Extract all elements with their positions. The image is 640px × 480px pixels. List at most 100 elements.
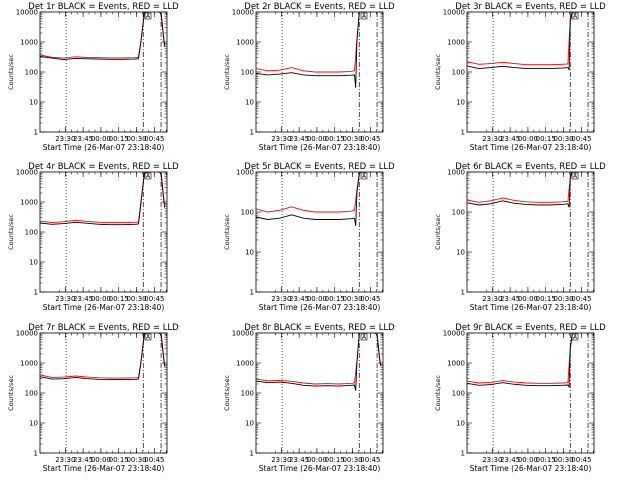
y-axis-label: Counts/sec bbox=[434, 54, 442, 90]
y-tick-label: 10000 bbox=[232, 330, 254, 338]
x-tick-label: 00:45 bbox=[360, 456, 380, 464]
x-tick-label: 23:45 bbox=[289, 295, 309, 303]
panel-title: Det 2r BLACK = Events, RED = LLD bbox=[244, 2, 395, 12]
x-tick-label: 00:15 bbox=[109, 456, 129, 464]
panel-det-2r: Det 2r BLACK = Events, RED = LLD 1 10 100 10… bbox=[223, 2, 395, 152]
flag-box bbox=[571, 172, 579, 180]
y-tick-label: 1000 bbox=[20, 39, 38, 47]
x-tick-label: 00:15 bbox=[536, 295, 556, 303]
x-tick-label: 23:30 bbox=[55, 135, 75, 143]
x-tick-label: 00:30 bbox=[126, 295, 146, 303]
y-tick-label: 1 bbox=[250, 129, 254, 137]
panel-title: Det 5r BLACK = Events, RED = LLD bbox=[244, 162, 395, 172]
panel-title: Det 8r BLACK = Events, RED = LLD bbox=[244, 323, 395, 333]
panel-det-8r: Det 8r BLACK = Events, RED = LLD 1 10 100 10… bbox=[223, 323, 395, 473]
y-tick-label: 10 bbox=[456, 420, 465, 428]
y-tick-label: 1000 bbox=[447, 39, 465, 47]
x-axis-label: Start Time (26-Mar-07 23:18:40) bbox=[259, 303, 381, 312]
x-tick-label: 00:45 bbox=[360, 295, 380, 303]
y-tick-label: 10000 bbox=[16, 9, 38, 17]
x-tick-label: 00:45 bbox=[571, 295, 591, 303]
y-tick-label: 10 bbox=[29, 420, 38, 428]
x-tick-label: 23:30 bbox=[55, 456, 75, 464]
panel-det-5r: Det 5r BLACK = Events, RED = LLD 1 10 100 10… bbox=[223, 162, 395, 312]
x-tick-label: 23:30 bbox=[482, 135, 502, 143]
series-lld-line bbox=[467, 333, 573, 384]
y-tick-label: 100 bbox=[25, 69, 38, 77]
x-tick-label: 23:45 bbox=[500, 456, 520, 464]
x-tick-label: 00:45 bbox=[144, 135, 164, 143]
x-tick-label: 00:15 bbox=[325, 456, 345, 464]
y-tick-label: 10 bbox=[29, 259, 38, 267]
y-tick-label: 100 bbox=[25, 229, 38, 237]
y-tick-label: 1000 bbox=[236, 169, 254, 177]
y-axis-label: Counts/sec bbox=[223, 375, 231, 411]
y-tick-label: 10 bbox=[456, 99, 465, 107]
x-tick-label: 23:45 bbox=[500, 135, 520, 143]
flag-box bbox=[360, 172, 368, 180]
panel-det-6r: Det 6r BLACK = Events, RED = LLD 1 10 100 10… bbox=[434, 162, 606, 312]
flag-box bbox=[144, 333, 152, 341]
x-tick-label: 23:30 bbox=[482, 456, 502, 464]
x-axis-label: Start Time (26-Mar-07 23:18:40) bbox=[470, 303, 592, 312]
series-events-line bbox=[256, 172, 362, 226]
x-tick-label: 00:15 bbox=[536, 456, 556, 464]
x-tick-label: 00:00 bbox=[307, 135, 327, 143]
x-axis-label: Start Time (26-Mar-07 23:18:40) bbox=[43, 464, 165, 473]
x-tick-label: 00:30 bbox=[342, 456, 362, 464]
series-lld-line bbox=[256, 333, 382, 385]
series-events-line bbox=[256, 12, 361, 88]
panel-det-3r: Det 3r BLACK = Events, RED = LLD 1 10 100 10… bbox=[434, 2, 606, 152]
x-tick-label: 23:30 bbox=[271, 135, 291, 143]
plot-frame bbox=[466, 171, 595, 293]
y-tick-label: 100 bbox=[452, 69, 465, 77]
x-axis-label: Start Time (26-Mar-07 23:18:40) bbox=[470, 143, 592, 152]
x-tick-label: 23:45 bbox=[73, 456, 93, 464]
panel-det-9r: Det 9r BLACK = Events, RED = LLD 1 10 100 10… bbox=[434, 323, 606, 473]
y-tick-label: 1 bbox=[461, 129, 465, 137]
plot-frame bbox=[255, 171, 384, 293]
panel-title: Det 6r BLACK = Events, RED = LLD bbox=[455, 162, 606, 172]
x-tick-label: 23:30 bbox=[271, 456, 291, 464]
series-events-line bbox=[40, 333, 166, 381]
y-axis-label: Counts/sec bbox=[434, 375, 442, 411]
series-events-line bbox=[467, 12, 573, 72]
flag-label: A bbox=[362, 13, 367, 20]
series-events-line bbox=[256, 333, 382, 391]
flag-box bbox=[360, 333, 368, 341]
x-tick-label: 23:30 bbox=[482, 295, 502, 303]
series-lld-line bbox=[467, 172, 573, 203]
y-tick-label: 10 bbox=[245, 249, 254, 257]
flag-label: A bbox=[146, 13, 151, 20]
x-tick-label: 00:00 bbox=[518, 295, 538, 303]
flag-label: A bbox=[146, 173, 151, 180]
flag-label: A bbox=[146, 334, 151, 341]
y-tick-label: 100 bbox=[452, 209, 465, 217]
x-tick-label: 23:45 bbox=[500, 295, 520, 303]
y-tick-label: 1000 bbox=[236, 39, 254, 47]
x-tick-label: 00:15 bbox=[325, 135, 345, 143]
x-tick-label: 00:45 bbox=[144, 295, 164, 303]
panel-title: Det 9r BLACK = Events, RED = LLD bbox=[455, 323, 606, 333]
flag-label: A bbox=[362, 173, 367, 180]
x-tick-label: 00:00 bbox=[91, 135, 111, 143]
y-tick-label: 10000 bbox=[232, 9, 254, 17]
x-tick-label: 00:00 bbox=[91, 456, 111, 464]
y-tick-label: 100 bbox=[25, 390, 38, 398]
x-tick-label: 23:45 bbox=[73, 135, 93, 143]
x-tick-label: 00:15 bbox=[109, 135, 129, 143]
panel-title: Det 4r BLACK = Events, RED = LLD bbox=[28, 162, 179, 172]
flag-box bbox=[360, 12, 368, 20]
y-tick-label: 10 bbox=[245, 420, 254, 428]
panel-title: Det 7r BLACK = Events, RED = LLD bbox=[28, 323, 179, 333]
x-tick-label: 00:45 bbox=[360, 135, 380, 143]
flag-label: A bbox=[362, 334, 367, 341]
x-tick-label: 00:00 bbox=[307, 456, 327, 464]
y-tick-label: 1 bbox=[250, 450, 254, 458]
x-axis-label: Start Time (26-Mar-07 23:18:40) bbox=[470, 464, 592, 473]
y-tick-label: 1 bbox=[34, 129, 38, 137]
x-tick-label: 00:15 bbox=[536, 135, 556, 143]
x-tick-label: 00:30 bbox=[342, 135, 362, 143]
series-events-line bbox=[467, 172, 573, 208]
x-tick-label: 00:45 bbox=[571, 456, 591, 464]
